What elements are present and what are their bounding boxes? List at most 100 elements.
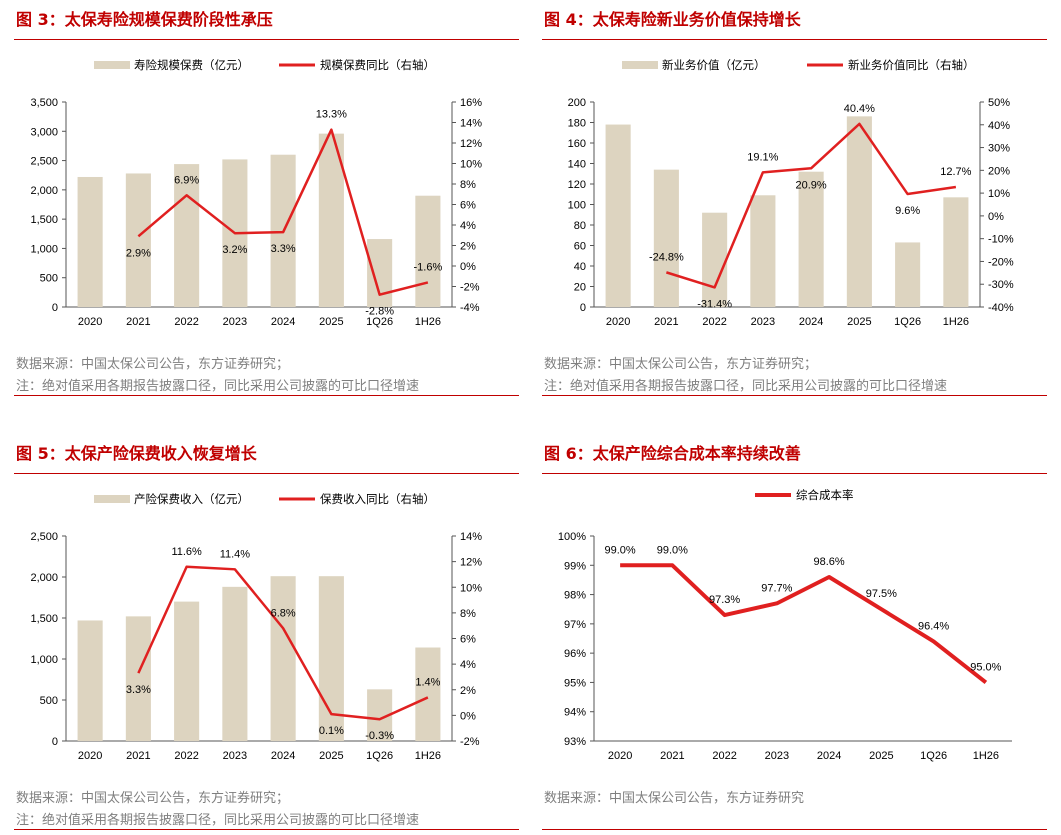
data-label: 12.7%: [940, 166, 971, 178]
x-tick-label: 2025: [319, 316, 343, 328]
y-tick-label-right: 40%: [988, 120, 1010, 132]
data-label: 9.6%: [895, 205, 920, 217]
panel-pc-premium: 图 5：太保产险保费收入恢复增长 产险保费收入（亿元） 保费收入同比（右轴） 0 50…: [14, 440, 519, 832]
y-tick-label-right: 14%: [460, 531, 482, 543]
panel-title: 图 5：太保产险保费收入恢复增长: [14, 440, 519, 474]
y-tick-label-left: 0: [52, 736, 58, 748]
y-tick-label-left: 1,500: [30, 214, 58, 226]
data-label: 6.9%: [174, 174, 199, 186]
data-label: 95.0%: [970, 661, 1001, 673]
bar: [77, 620, 103, 741]
x-tick-label: 1Q26: [366, 750, 393, 762]
chart-pc-premium: 产险保费收入（亿元） 保费收入同比（右轴） 0 500 1,000 1,500 2,000 2…: [30, 492, 482, 762]
data-label: -24.8%: [649, 251, 684, 263]
bar: [605, 124, 631, 307]
y-tick-label-right: -40%: [988, 302, 1014, 314]
data-label: 99.0%: [605, 544, 636, 556]
y-tick-label-left: 2,500: [30, 531, 58, 543]
x-tick-label: 2021: [126, 750, 150, 762]
y-tick-label-right: 50%: [988, 97, 1010, 109]
y-tick-label-right: 0%: [460, 710, 476, 722]
y-tick-label-right: 8%: [460, 179, 476, 191]
bar: [798, 171, 824, 307]
data-label: 3.2%: [222, 244, 247, 256]
data-label: 2.9%: [126, 247, 151, 259]
data-label: 0.1%: [319, 725, 344, 737]
y-tick-label-left: 0: [580, 302, 586, 314]
x-tick-label: 2025: [319, 750, 343, 762]
x-tick-label: 1Q26: [366, 316, 393, 328]
bar: [702, 212, 728, 307]
y-tick-label-left: 160: [568, 138, 586, 150]
x-tick-label: 2024: [271, 316, 295, 328]
x-tick-label: 1H26: [943, 316, 969, 328]
y-tick-label-left: 1,500: [30, 613, 58, 625]
x-tick-label: 2021: [654, 316, 678, 328]
panel-combined-ratio: 图 6：太保产险综合成本率持续改善 综合成本率 93% 94% 95% 96% 97% 98…: [542, 440, 1047, 832]
y-tick-label-left: 180: [568, 118, 586, 130]
x-tick-label: 2023: [223, 750, 247, 762]
x-tick-label: 1Q26: [894, 316, 921, 328]
x-tick-label: 2024: [271, 750, 295, 762]
y-tick-label-right: -2%: [460, 282, 480, 294]
y-tick-label-right: -4%: [460, 302, 480, 314]
y-tick-label-right: -2%: [460, 736, 480, 748]
y-tick-label-left: 3,500: [30, 97, 58, 109]
x-tick-label: 2023: [751, 316, 775, 328]
panel-nbv: 图 4：太保寿险新业务价值保持增长 新业务价值（亿元） 新业务价值同比（右轴） 0 2…: [542, 6, 1047, 398]
y-tick-label-right: 6%: [460, 634, 476, 646]
y-tick-label-left: 2,000: [30, 185, 58, 197]
y-tick-label-left: 140: [568, 159, 586, 171]
bottom-rule: [14, 395, 519, 396]
x-tick-label: 2023: [765, 750, 789, 762]
bar: [125, 616, 151, 741]
bar: [895, 242, 921, 307]
y-tick-label-right: 0%: [988, 211, 1004, 223]
y-tick-label-right: 14%: [460, 118, 482, 130]
x-tick-label: 2022: [712, 750, 736, 762]
x-tick-label: 2021: [660, 750, 684, 762]
y-tick-label-left: 95%: [564, 677, 586, 689]
y-tick-label-right: 12%: [460, 557, 482, 569]
y-tick-label-right: 30%: [988, 143, 1010, 155]
data-label: 11.6%: [171, 546, 202, 558]
bar: [653, 169, 679, 307]
x-tick-label: 1Q26: [920, 750, 947, 762]
y-tick-label-left: 100%: [558, 531, 586, 543]
panel-title: 图 3：太保寿险规模保费阶段性承压: [14, 6, 519, 40]
note-text: 注：绝对值采用各期报告披露口径，同比采用公司披露的可比口径增速: [544, 379, 948, 394]
x-tick-label: 2025: [869, 750, 893, 762]
source-text: 数据来源：中国太保公司公告，东方证券研究: [544, 791, 805, 806]
data-label: 97.7%: [761, 582, 792, 594]
y-tick-label-left: 200: [568, 97, 586, 109]
legend-line-label: 规模保费同比（右轴）: [320, 58, 435, 72]
data-label: 13.3%: [316, 109, 347, 121]
data-label: 11.4%: [220, 548, 251, 560]
series-line: [666, 122, 957, 289]
chart-nbv: 新业务价值（亿元） 新业务价值同比（右轴） 0 20 40 60 80 100 120 140 16…: [568, 58, 1014, 328]
y-tick-label-left: 97%: [564, 619, 586, 631]
x-tick-label: 2025: [847, 316, 871, 328]
series-line: [137, 565, 429, 721]
y-tick-label-left: 0: [52, 302, 58, 314]
legend-line-label: 综合成本率: [796, 488, 854, 502]
note-text: 注：绝对值采用各期报告披露口径，同比采用公司披露的可比口径增速: [16, 813, 420, 828]
y-tick-label-right: 10%: [460, 582, 482, 594]
y-tick-label-left: 100: [568, 200, 586, 212]
bottom-rule: [14, 829, 519, 830]
legend-bar-label: 产险保费收入（亿元）: [134, 492, 249, 506]
bar: [222, 586, 248, 741]
data-label: -1.6%: [414, 261, 443, 273]
data-label: 97.5%: [866, 588, 897, 600]
y-tick-label-left: 96%: [564, 648, 586, 660]
y-tick-label-right: -30%: [988, 279, 1014, 291]
bar: [125, 173, 151, 307]
data-label: 98.6%: [814, 556, 845, 568]
y-tick-label-left: 80: [574, 220, 586, 232]
x-tick-label: 2020: [78, 316, 102, 328]
y-tick-label-left: 1,000: [30, 243, 58, 255]
chart-combined-ratio: 综合成本率 93% 94% 95% 96% 97% 98% 99% 100% 2020 2021 20…: [558, 488, 1012, 762]
data-label: 3.3%: [271, 243, 296, 255]
source-text: 数据来源：中国太保公司公告，东方证券研究；: [544, 357, 818, 372]
note-text: 注：绝对值采用各期报告披露口径，同比采用公司披露的可比口径增速: [16, 379, 420, 394]
